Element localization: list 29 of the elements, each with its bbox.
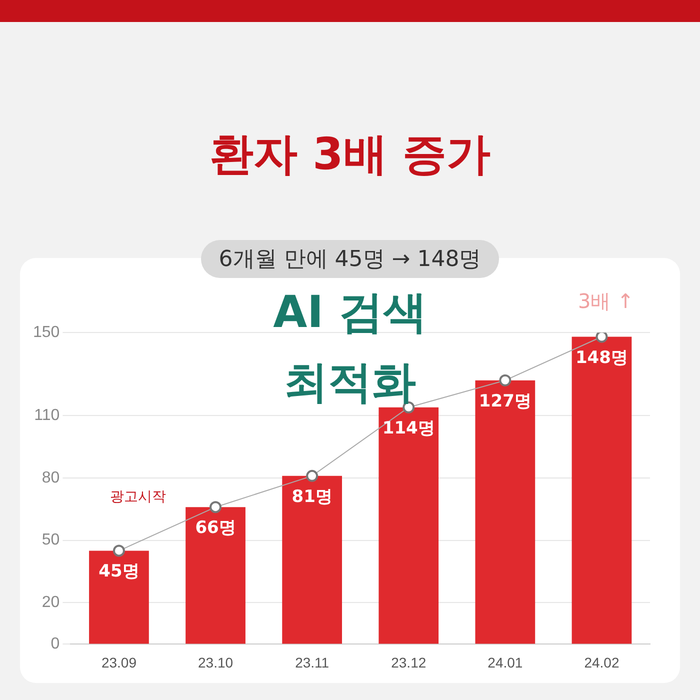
annotation: AI 검색 최적화: [273, 287, 427, 408]
bar: [186, 507, 246, 644]
text: 3배 ↑: [578, 288, 634, 315]
y-tick-label: 20: [42, 594, 60, 612]
chart-subtitle: 6개월 만에 45명 → 148명: [200, 240, 500, 278]
data-label: 127명: [478, 391, 532, 412]
y-tick-label: 0: [50, 636, 60, 653]
x-tick-label: 23.10: [198, 654, 234, 670]
data-label: 148명: [575, 348, 628, 368]
x-tick-label: 23.12: [391, 654, 426, 670]
annotation: 광고시작: [110, 488, 166, 506]
chart-title: 환자 3배 증가: [208, 128, 492, 182]
y-tick-label: 50: [42, 532, 60, 549]
x-tick-label: 24.02: [584, 654, 620, 670]
data-label: 66명: [195, 518, 236, 538]
bar: [89, 550, 149, 644]
x-tick-label: 23.11: [295, 654, 330, 670]
data-label: 114명: [382, 418, 435, 438]
y-tick-label: 80: [42, 469, 60, 486]
bar: [378, 407, 439, 644]
bar: [475, 380, 536, 644]
bar: [282, 476, 342, 644]
x-tick-label: 23.09: [101, 654, 137, 670]
data-label: 81명: [292, 486, 332, 507]
y-tick-label: 110: [34, 407, 60, 424]
x-tick-label: 24.01: [488, 654, 523, 670]
y-tick-label: 150: [32, 324, 60, 342]
bar: [572, 336, 632, 644]
data-label: 45명: [98, 562, 140, 582]
